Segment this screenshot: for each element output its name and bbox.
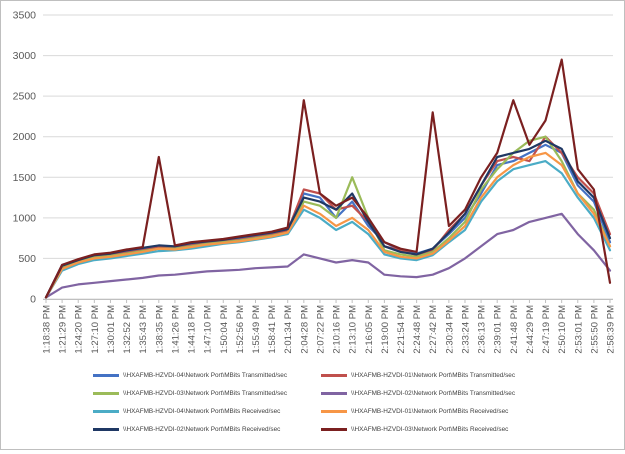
gridlines <box>43 14 613 300</box>
x-tick-label: 2:16:05 PM <box>364 305 375 354</box>
legend-item: \\HXAFMB-HZVDI-02\Network Port\MBits Rec… <box>93 422 280 436</box>
x-tick-label: 2:24:48 PM <box>412 305 423 354</box>
x-tick-label: 1:41:26 PM <box>170 305 181 354</box>
x-tick-label: 2:55:50 PM <box>589 305 600 354</box>
x-tick-label: 1:55:49 PM <box>251 305 262 354</box>
x-axis-ticks: 1:18:38 PM 1:21:29 PM 1:24:20 PM 1:27:10 PM… <box>42 299 617 354</box>
y-tick-label: 1000 <box>13 212 37 224</box>
x-tick-label: 2:41:48 PM <box>509 305 520 354</box>
x-tick-label: 2:39:01 PM <box>493 305 504 354</box>
legend-swatch <box>93 427 119 431</box>
series-line-4 <box>44 212 612 299</box>
y-tick-label: 3500 <box>13 10 37 22</box>
y-tick-label: 0 <box>30 294 36 306</box>
x-tick-label: 2:04:28 PM <box>299 305 310 354</box>
x-tick-label: 2:36:13 PM <box>477 305 488 354</box>
x-tick-label: 1:18:38 PM <box>42 305 53 354</box>
legend-label: \\HXAFMB-HZVDI-03\Network Port\MBits Tra… <box>123 389 288 397</box>
legend-item: \\HXAFMB-HZVDI-01\Network Port\MBits Tra… <box>321 368 515 382</box>
x-tick-label: 2:07:22 PM <box>315 305 326 354</box>
series-line-8 <box>44 58 612 299</box>
legend-swatch <box>321 391 347 395</box>
x-tick-label: 2:58:39 PM <box>606 305 617 354</box>
y-tick-label: 500 <box>18 253 36 265</box>
x-tick-label: 2:10:16 PM <box>332 305 343 354</box>
legend-item: \\HXAFMB-HZVDI-02\Network Port\MBits Tra… <box>321 386 515 400</box>
x-tick-label: 2:53:01 PM <box>573 305 584 354</box>
legend-label: \\HXAFMB-HZVDI-02\Network Port\MBits Tra… <box>351 389 516 397</box>
legend-swatch <box>321 427 347 431</box>
x-tick-label: 1:21:29 PM <box>58 305 69 354</box>
legend-item: \\HXAFMB-HZVDI-04\Network Port\MBits Rec… <box>93 404 280 418</box>
legend-swatch <box>321 409 347 413</box>
x-tick-label: 2:30:34 PM <box>444 305 455 354</box>
legend-label: \\HXAFMB-HZVDI-01\Network Port\MBits Rec… <box>351 407 509 415</box>
y-tick-label: 3000 <box>13 50 37 62</box>
y-tick-label: 2500 <box>13 91 37 103</box>
legend-label: \\HXAFMB-HZVDI-03\Network Port\MBits Rec… <box>351 425 509 433</box>
y-tick-label: 1500 <box>13 172 37 184</box>
x-tick-label: 1:58:41 PM <box>267 305 278 354</box>
y-axis-ticks: 0 500 1000 1500 2000 2500 3000 3500 <box>13 10 37 306</box>
legend-swatch <box>93 373 119 377</box>
x-tick-label: 2:13:10 PM <box>348 305 359 354</box>
x-tick-label: 2:27:42 PM <box>428 305 439 354</box>
x-tick-label: 2:01:34 PM <box>283 305 294 354</box>
x-tick-label: 1:24:20 PM <box>74 305 85 354</box>
series-line-6 <box>44 151 612 299</box>
legend-item: \\HXAFMB-HZVDI-01\Network Port\MBits Rec… <box>321 404 508 418</box>
x-tick-label: 2:47:19 PM <box>541 305 552 354</box>
x-tick-label: 2:44:29 PM <box>525 305 536 354</box>
x-tick-label: 1:35:43 PM <box>138 305 149 354</box>
x-tick-label: 2:33:24 PM <box>460 305 471 354</box>
legend-label: \\HXAFMB-HZVDI-01\Network Port\MBits Tra… <box>351 371 516 379</box>
x-tick-label: 2:19:00 PM <box>380 305 391 354</box>
legend-label: \\HXAFMB-HZVDI-04\Network Port\MBits Tra… <box>123 371 288 379</box>
x-tick-label: 1:52:56 PM <box>235 305 246 354</box>
legend-swatch <box>93 409 119 413</box>
series-line-2 <box>44 135 612 299</box>
x-tick-label: 2:21:54 PM <box>396 305 407 354</box>
legend-item: \\HXAFMB-HZVDI-03\Network Port\MBits Tra… <box>93 386 287 400</box>
series-lines <box>44 58 612 299</box>
series-line-5 <box>44 160 612 299</box>
x-tick-label: 2:50:10 PM <box>557 305 568 354</box>
legend-swatch <box>93 391 119 395</box>
x-tick-label: 1:44:18 PM <box>187 305 198 354</box>
legend-label: \\HXAFMB-HZVDI-02\Network Port\MBits Rec… <box>123 425 281 433</box>
x-tick-label: 1:38:35 PM <box>154 305 165 354</box>
legend-swatch <box>321 373 347 377</box>
legend-label: \\HXAFMB-HZVDI-04\Network Port\MBits Rec… <box>123 407 281 415</box>
x-tick-label: 1:47:10 PM <box>203 305 214 354</box>
x-tick-label: 1:50:04 PM <box>219 305 230 354</box>
x-tick-label: 1:30:01 PM <box>106 305 117 354</box>
legend-item: \\HXAFMB-HZVDI-03\Network Port\MBits Rec… <box>321 422 508 436</box>
y-tick-label: 2000 <box>13 131 37 143</box>
x-tick-label: 1:32:52 PM <box>122 305 133 354</box>
x-tick-label: 1:27:10 PM <box>90 305 101 354</box>
legend-item: \\HXAFMB-HZVDI-04\Network Port\MBits Tra… <box>93 368 287 382</box>
